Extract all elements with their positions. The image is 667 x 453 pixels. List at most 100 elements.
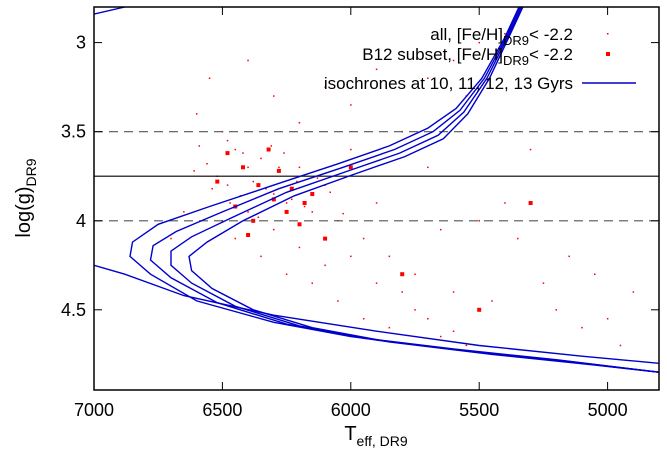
subset-point <box>215 179 220 184</box>
data-point <box>414 273 416 275</box>
legend-label-tail: < -2.2 <box>529 25 573 44</box>
x-tick-label: 5500 <box>459 400 499 420</box>
data-point <box>296 180 298 183</box>
legend-dot-swatch <box>607 33 609 35</box>
data-point <box>375 68 378 71</box>
data-point <box>260 255 262 258</box>
legend-label-main: B12 subset, [Fe/H] <box>362 45 503 64</box>
data-point <box>324 86 326 88</box>
subset-point <box>266 147 271 152</box>
data-point <box>234 148 236 151</box>
subset-point <box>271 197 276 202</box>
data-point <box>478 41 480 44</box>
data-point <box>211 188 213 190</box>
data-point <box>206 163 208 165</box>
data-point <box>285 273 288 275</box>
y-tick-label: 4 <box>76 211 86 231</box>
legend-label: all, [Fe/H]DR9< -2.2 <box>430 25 573 48</box>
scatter-series <box>215 147 533 312</box>
legend-label-sub: DR9 <box>503 53 529 68</box>
data-point <box>414 309 416 311</box>
subset-point <box>400 272 405 277</box>
subset-point <box>251 218 256 223</box>
subset-point <box>241 165 245 170</box>
data-point <box>350 148 352 151</box>
y-axis-title: log(g)DR9 <box>13 158 39 237</box>
data-point <box>375 282 378 284</box>
subset-point <box>477 307 482 312</box>
data-point <box>619 344 622 347</box>
isochrone-line <box>94 7 125 15</box>
data-point <box>555 309 557 311</box>
data-point <box>350 255 352 258</box>
data-point <box>298 246 301 249</box>
data-point <box>388 326 391 329</box>
data-point <box>452 330 455 332</box>
data-point <box>291 198 293 201</box>
y-axis-title-sub: DR9 <box>23 158 39 186</box>
data-point <box>568 255 570 258</box>
y-tick-label: 4.5 <box>61 300 86 320</box>
legend-label: B12 subset, [Fe/H]DR9< -2.2 <box>362 45 573 68</box>
legend-label: isochrones at 10, 11, 12, 13 Gyrs <box>324 74 573 93</box>
data-point <box>440 335 442 338</box>
data-point <box>529 148 532 151</box>
isochrone-line <box>188 7 659 373</box>
data-point <box>273 228 275 231</box>
data-point <box>208 77 211 79</box>
data-point <box>234 237 236 240</box>
plot-area <box>94 7 659 373</box>
data-point <box>427 77 429 79</box>
plot-frame <box>93 6 660 391</box>
data-point <box>342 212 344 215</box>
data-point <box>226 184 229 186</box>
x-axis-title: Teff, DR9 <box>344 423 408 449</box>
data-point <box>478 220 480 222</box>
data-point <box>401 50 403 53</box>
data-point <box>265 188 267 190</box>
x-axis-title-main: T <box>344 423 356 445</box>
legend-square-swatch <box>606 52 610 56</box>
isochrone-line <box>94 264 659 364</box>
data-point <box>427 166 429 169</box>
y-axis-title-main: log(g) <box>13 186 35 237</box>
y-tick-label: 3.5 <box>61 122 86 142</box>
data-point <box>362 237 365 240</box>
legend-label-main: isochrones at 10, 11, 12, 13 Gyrs <box>324 74 573 93</box>
data-point <box>311 282 313 284</box>
subset-point <box>302 201 307 205</box>
data-point <box>329 191 331 193</box>
data-point <box>350 104 352 106</box>
data-point <box>581 326 583 329</box>
data-point <box>375 202 378 204</box>
data-point <box>632 291 635 293</box>
data-point <box>594 273 596 275</box>
subset-point <box>297 222 302 227</box>
axis-ticks: 7000 6500 6000 5500 5000 3 3.5 4 4.5 <box>61 7 659 420</box>
subset-point <box>323 236 328 241</box>
data-point <box>504 33 506 35</box>
data-point <box>491 300 493 302</box>
data-point <box>362 318 365 320</box>
data-point <box>247 211 249 213</box>
subset-point <box>276 168 281 173</box>
data-point <box>440 228 442 231</box>
data-point <box>316 177 319 179</box>
data-point <box>298 122 301 124</box>
data-point <box>247 166 249 169</box>
subset-point <box>348 165 353 170</box>
subset-point <box>225 151 230 156</box>
legend-label-tail: < -2.2 <box>529 45 573 64</box>
data-point <box>427 318 429 320</box>
data-point <box>517 237 519 240</box>
data-point <box>226 139 229 142</box>
data-point <box>465 344 468 347</box>
data-point <box>298 166 301 169</box>
y-tick-label: 3 <box>76 33 86 53</box>
data-point <box>311 211 313 213</box>
data-point <box>247 59 249 62</box>
data-point <box>229 202 231 204</box>
data-point <box>303 205 306 208</box>
x-tick-label: 5000 <box>588 400 628 420</box>
